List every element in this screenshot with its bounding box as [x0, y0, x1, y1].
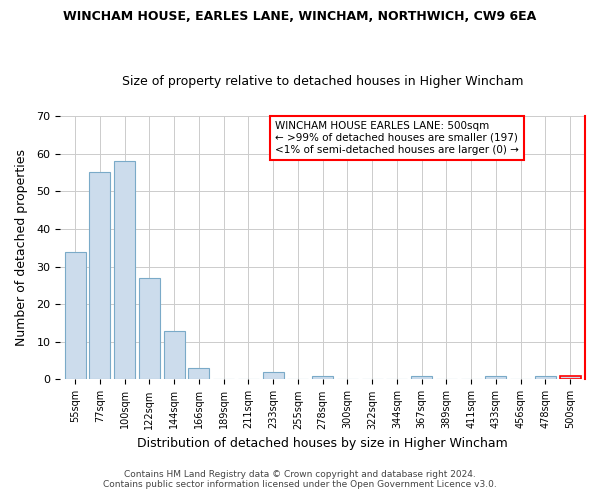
Bar: [312, 376, 333, 380]
Bar: [263, 372, 284, 380]
Bar: [411, 376, 432, 380]
Text: WINCHAM HOUSE, EARLES LANE, WINCHAM, NORTHWICH, CW9 6EA: WINCHAM HOUSE, EARLES LANE, WINCHAM, NOR…: [64, 10, 536, 23]
Bar: [560, 376, 581, 380]
Text: WINCHAM HOUSE EARLES LANE: 500sqm
← >99% of detached houses are smaller (197)
<1: WINCHAM HOUSE EARLES LANE: 500sqm ← >99%…: [275, 122, 519, 154]
Bar: [139, 278, 160, 380]
Bar: [535, 376, 556, 380]
Bar: [485, 376, 506, 380]
Y-axis label: Number of detached properties: Number of detached properties: [15, 149, 28, 346]
Bar: [65, 252, 86, 380]
Bar: [89, 172, 110, 380]
Bar: [188, 368, 209, 380]
Bar: [114, 161, 135, 380]
Text: Contains HM Land Registry data © Crown copyright and database right 2024.
Contai: Contains HM Land Registry data © Crown c…: [103, 470, 497, 489]
Bar: [164, 330, 185, 380]
Title: Size of property relative to detached houses in Higher Wincham: Size of property relative to detached ho…: [122, 76, 523, 88]
X-axis label: Distribution of detached houses by size in Higher Wincham: Distribution of detached houses by size …: [137, 437, 508, 450]
